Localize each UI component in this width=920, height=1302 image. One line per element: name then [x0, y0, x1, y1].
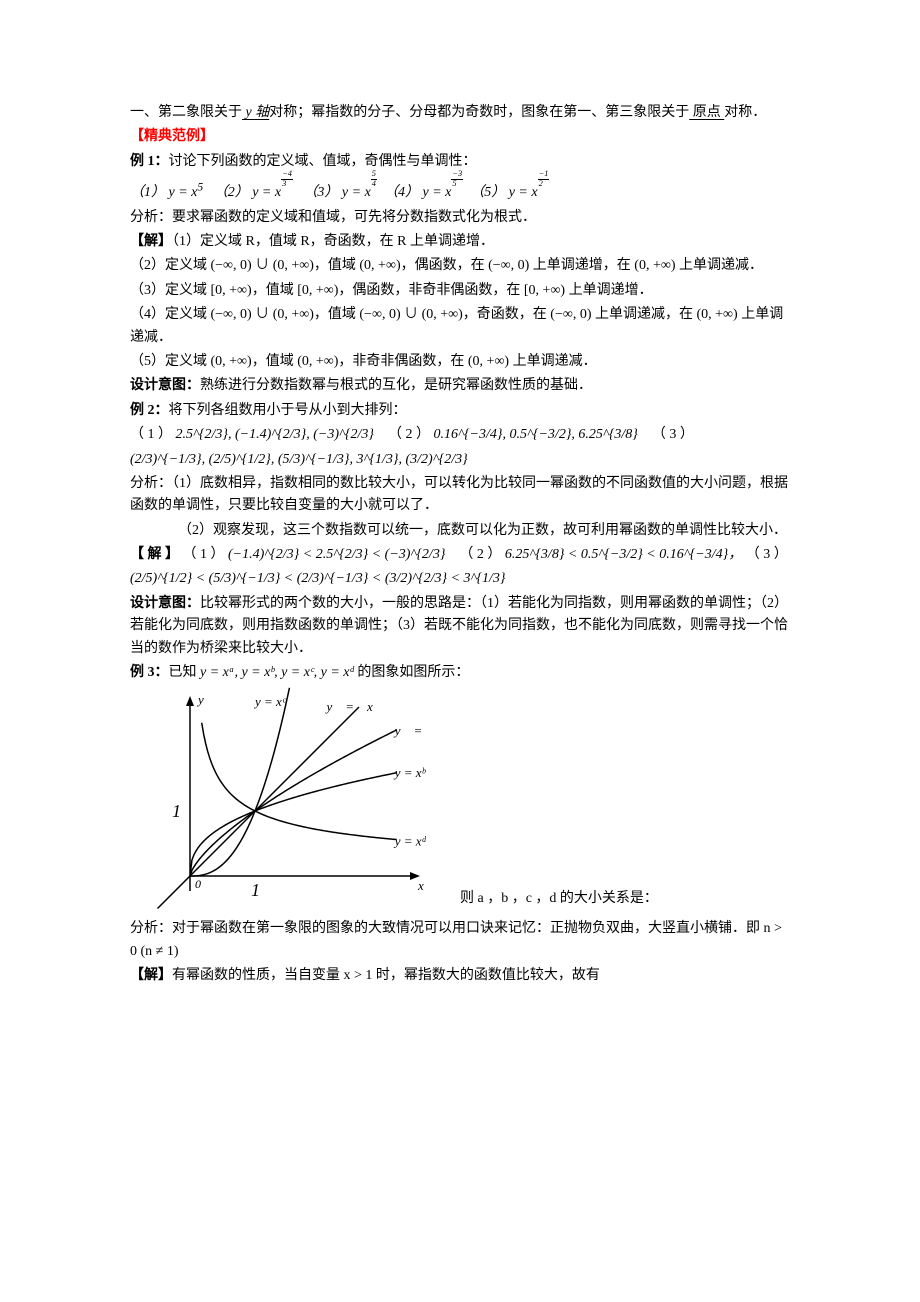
ex1-f1-exp: 5 — [197, 181, 203, 194]
ex1-f1: y = x — [169, 185, 198, 200]
ex1-s2: （2）定义域 (−∞, 0) ∪ (0, +∞)，值域 (0, +∞)，偶函数，… — [130, 255, 790, 277]
ex3-title: 例 3： — [130, 665, 169, 680]
svg-text:y = xᵇ: y = xᵇ — [393, 766, 427, 781]
svg-text:1: 1 — [251, 880, 260, 900]
ex1-p1: （1） — [130, 185, 165, 200]
ex3-header: 例 3：已知 y = xᵃ, y = xᵇ, y = xᶜ, y = xᵈ 的图… — [130, 662, 790, 684]
svg-text:x: x — [417, 878, 424, 893]
ex1-f2-exp: −43 — [281, 170, 293, 188]
ex2-design-label: 设计意图： — [130, 596, 200, 611]
ex2-g2: 0.16^{−3/4}, 0.5^{−3/2}, 6.25^{3/8} — [434, 427, 638, 442]
ex1-analysis: 分析：要求幂函数的定义域和值域，可先将分数指数式化为根式． — [130, 207, 790, 229]
intro-y-axis: y 轴 — [242, 105, 269, 120]
ex1-design-label: 设计意图： — [130, 378, 200, 393]
ex3-prompt-b: 的图象如图所示： — [354, 665, 470, 680]
ex2-prompt: 将下列各组数用小于号从小到大排列： — [169, 403, 407, 418]
ex1-f3-exp: 54 — [371, 170, 377, 188]
ex3-analysis: 分析：对于幂函数在第一象限的图象的大致情况可以用口诀来记忆：正抛物负双曲，大竖直… — [130, 918, 790, 963]
svg-text:0: 0 — [195, 877, 201, 891]
svg-text:y = xᶜ: y = xᶜ — [253, 694, 287, 709]
intro-text-b: 对称；幂指数的分子、分母都为奇数时，图象在第一、第三象限关于 — [269, 105, 689, 120]
ex1-functions: （1） y = x5 （2） y = x−43 （3） y = x54 （4） … — [130, 175, 790, 204]
ex1-sol-1: 【解】（1）定义域 R，值域 R，奇函数，在 R 上单调递增． — [130, 231, 790, 253]
intro-origin: 原点 — [689, 105, 724, 120]
ex2-design: 设计意图：比较幂形式的两个数的大小，一般的思路是：（1）若能化为同指数，则用幂函… — [130, 593, 790, 660]
ex2-g3-line: (2/3)^{−1/3}, (2/5)^{1/2}, (5/3)^{−1/3},… — [130, 449, 790, 471]
ex2-sol1: (−1.4)^{2/3} < 2.5^{2/3} < (−3)^{2/3} — [228, 547, 445, 562]
ex1-p2: （2） — [214, 185, 249, 200]
svg-text:1: 1 — [172, 801, 181, 821]
ex1-f2: y = x — [252, 185, 281, 200]
ex2-groups: （ 1 ） 2.5^{2/3}, (−1.4)^{2/3}, (−3)^{2/3… — [130, 424, 790, 446]
section-title: 【精典范例】 — [130, 126, 790, 148]
ex1-f5: y = x — [509, 185, 538, 200]
ex2-g1: 2.5^{2/3}, (−1.4)^{2/3}, (−3)^{2/3} — [176, 427, 375, 442]
ex3-prompt-a: 已知 — [169, 665, 201, 680]
ex3-funcs: y = xᵃ, y = xᵇ, y = xᶜ, y = xᵈ — [200, 665, 354, 680]
ex2-analysis2: （2）观察发现，这三个数指数可以统一，底数可以化为正数，故可利用幂函数的单调性比… — [130, 520, 790, 542]
ex1-p3: （3） — [303, 185, 338, 200]
ex1-p5: （5） — [470, 185, 505, 200]
ex3-after-graph: 则 a ，b ，c ，d 的大小关系是： — [460, 888, 658, 916]
ex1-f3: y = x — [342, 185, 371, 200]
ex1-sol-label: 【解】 — [130, 234, 172, 249]
ex2-title: 例 2： — [130, 403, 169, 418]
intro-text-c: 对称． — [724, 105, 766, 120]
ex1-s4: （4）定义域 (−∞, 0) ∪ (0, +∞)，值域 (−∞, 0) ∪ (0… — [130, 304, 790, 349]
ex3-sol: 【解】有幂函数的性质，当自变量 x > 1 时，幂指数大的函数值比较大，故有 — [130, 965, 790, 987]
ex1-f4-exp: −35 — [451, 170, 463, 188]
ex2-sol1-label: （ 1 ） — [183, 547, 225, 562]
intro-line: 一、第二象限关于 y 轴对称；幂指数的分子、分母都为奇数时，图象在第一、第三象限… — [130, 102, 790, 124]
ex2-g2-label: （ 2 ） — [388, 427, 430, 442]
svg-text:y = xᵈ: y = xᵈ — [393, 834, 427, 849]
ex1-title: 例 1： — [130, 154, 169, 169]
ex1-design-text: 熟练进行分数指数幂与根式的互化，是研究幂函数性质的基础． — [200, 378, 592, 393]
ex2-sol3-line: (2/5)^{1/2} < (5/3)^{−1/3} < (2/3)^{−1/3… — [130, 568, 790, 590]
ex2-design-text: 比较幂形式的两个数的大小，一般的思路是：（1）若能化为同指数，则用幂函数的单调性… — [130, 596, 788, 656]
svg-text:y = x: y = x — [325, 699, 374, 714]
ex3-graph-row: y x 0 1 1 y = x y = xᶜ y = xᵃ y = xᵇ y = xᵈ 则 a ，… — [130, 686, 790, 916]
svg-text:y = xᵃ: y = xᵃ — [393, 723, 430, 738]
ex1-f4: y = x — [422, 185, 451, 200]
ex2-sol-label: 【 解 】 — [130, 547, 179, 562]
ex2-sol: 【 解 】 （ 1 ） (−1.4)^{2/3} < 2.5^{2/3} < (… — [130, 544, 790, 566]
ex2-g1-label: （ 1 ） — [130, 427, 172, 442]
ex1-s3: （3）定义域 [0, +∞)，值域 [0, +∞)，偶函数，非奇非偶函数，在 [… — [130, 280, 790, 302]
ex2-sol2-label: （ 2 ） — [459, 547, 501, 562]
intro-text-a: 一、第二象限关于 — [130, 105, 242, 120]
ex2-sol3-label: （ 3 ） — [746, 547, 788, 562]
power-function-graph: y x 0 1 1 y = x y = xᶜ y = xᵃ y = xᵇ y = xᵈ — [130, 686, 430, 916]
ex3-sol-label: 【解】 — [130, 968, 172, 983]
ex1-p4: （4） — [384, 185, 419, 200]
ex2-analysis1: 分析：（1）底数相异，指数相同的数比较大小，可以转化为比较同一幂函数的不同函数值… — [130, 473, 790, 518]
ex2-g3-label: （ 3 ） — [652, 427, 694, 442]
svg-text:y: y — [196, 692, 204, 707]
ex1-f5-exp: −12 — [538, 170, 550, 188]
ex1-prompt: 讨论下列函数的定义域、值域，奇偶性与单调性： — [169, 154, 477, 169]
ex2-header: 例 2：将下列各组数用小于号从小到大排列： — [130, 400, 790, 422]
ex3-sol-text: 有幂函数的性质，当自变量 x > 1 时，幂指数大的函数值比较大，故有 — [172, 968, 600, 983]
ex1-s5: （5）定义域 (0, +∞)，值域 (0, +∞)，非奇非偶函数，在 (0, +… — [130, 351, 790, 373]
ex1-design: 设计意图：熟练进行分数指数幂与根式的互化，是研究幂函数性质的基础． — [130, 375, 790, 397]
ex1-s1: （1）定义域 R，值域 R，奇函数，在 R 上单调递增． — [172, 234, 494, 249]
ex2-sol2: 6.25^{3/8} < 0.5^{−3/2} < 0.16^{−3/4}， — [505, 547, 742, 562]
